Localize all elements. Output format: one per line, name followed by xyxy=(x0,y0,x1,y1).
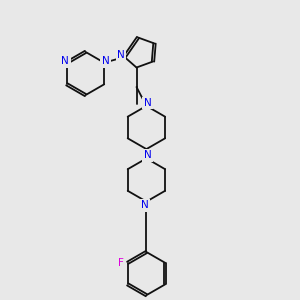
Text: F: F xyxy=(118,258,124,268)
Text: N: N xyxy=(141,200,149,210)
Text: N: N xyxy=(144,98,152,108)
Text: N: N xyxy=(117,50,125,60)
Text: N: N xyxy=(61,56,69,66)
Text: N: N xyxy=(102,56,110,66)
Text: N: N xyxy=(144,150,152,161)
